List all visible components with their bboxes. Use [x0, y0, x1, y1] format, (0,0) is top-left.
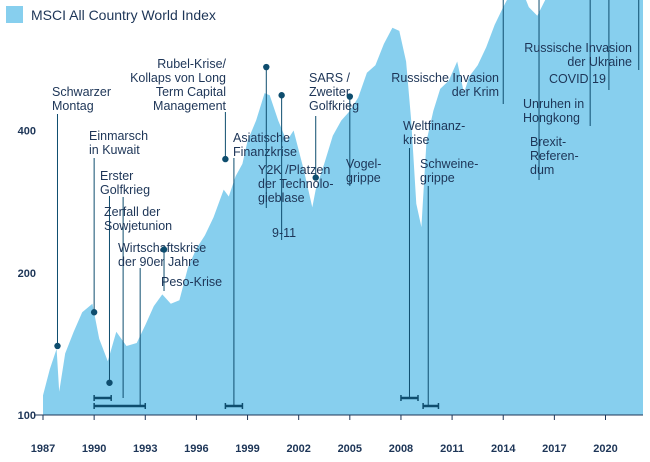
event-annotation: Unruhen in Hongkong [523, 0, 591, 126]
event-marker [54, 342, 61, 350]
x-tick-label: 2011 [440, 443, 464, 455]
event-label: Russische Invasion der Krim [391, 71, 499, 99]
event-marker [312, 174, 319, 181]
event-annotation: Schwarzer Montag [52, 85, 111, 350]
event-marker [160, 246, 168, 253]
msci-series-area [43, 0, 643, 415]
event-label: 9-11 [272, 226, 296, 240]
period-bracket [93, 395, 112, 401]
event-label: Brexit-Referen-dum [530, 135, 579, 177]
event-annotation: Vogel-grippe [346, 93, 381, 186]
event-annotation: Einmarsch in Kuwait [89, 129, 148, 316]
event-label: Russische Invasion der Ukraine [524, 41, 632, 69]
event-label: COVID 19 [549, 72, 606, 86]
event-label: Schwarzer Montag [52, 85, 111, 113]
y-tick-label: 400 [18, 126, 36, 138]
event-annotation: Weltfinanz-krise [403, 119, 465, 398]
legend-label: MSCI All Country World Index [31, 7, 216, 23]
event-annotation: Asiatische Finanzkrise [233, 131, 297, 406]
x-tick-label: 1999 [235, 443, 259, 455]
event-label: Asiatische Finanzkrise [233, 131, 297, 159]
x-tick-label: 1990 [82, 443, 106, 455]
x-tick-label: 2020 [593, 443, 617, 455]
event-label: Einmarsch in Kuwait [89, 129, 148, 157]
event-annotation: Brexit-Referen-dum [530, 0, 579, 180]
legend: MSCI All Country World Index [6, 6, 216, 23]
event-marker [278, 92, 285, 99]
x-tick-label: 2005 [338, 443, 362, 455]
event-annotation: COVID 19 [549, 0, 610, 90]
event-annotation: SARS / Zweiter Golfkrieg [309, 71, 359, 181]
period-bracket [224, 403, 244, 409]
event-marker [346, 93, 354, 100]
event-label: Unruhen in Hongkong [523, 97, 584, 125]
event-annotation: Peso-Krise [160, 246, 222, 291]
event-annotation: Rubel-Krise/Kollaps von Long Term Capital… [130, 57, 229, 163]
x-tick-label: 2002 [286, 443, 310, 455]
event-marker [106, 379, 113, 386]
x-tick-label: 2014 [491, 443, 516, 455]
period-bracket [422, 403, 440, 409]
event-label: SARS / Zweiter Golfkrieg [309, 71, 359, 113]
event-label: Wirtschaftskriseder 90er Jahre [118, 241, 206, 269]
event-marker [222, 155, 229, 163]
period-bracket [400, 395, 419, 401]
event-annotation: Erster Golfkrieg [100, 169, 150, 386]
y-tick-label: 200 [18, 268, 36, 280]
event-annotation: Russische Invasion der Krim [391, 0, 504, 104]
event-label: Peso-Krise [161, 275, 222, 289]
x-tick-label: 1996 [184, 443, 208, 455]
event-label: Zerfall der Sowjetunion [104, 205, 172, 233]
event-label: Weltfinanz-krise [403, 119, 465, 147]
event-annotation: Schweine-grippe [420, 157, 478, 406]
x-tick-label: 1987 [31, 443, 55, 455]
event-annotation: Russische Invasion der Ukraine [524, 0, 640, 70]
x-tick-label: 2008 [389, 443, 413, 455]
event-label: Schweine-grippe [420, 157, 478, 185]
event-marker [263, 63, 270, 71]
event-annotation: 9-11 [272, 92, 296, 240]
event-annotation: Zerfall der Sowjetunion [104, 197, 172, 398]
event-label: Erster Golfkrieg [100, 169, 150, 197]
x-tick-label: 1993 [133, 443, 157, 455]
event-label: Rubel-Krise/Kollaps von Long Term Capital… [130, 57, 226, 113]
legend-swatch [6, 6, 23, 23]
y-tick-label: 100 [18, 410, 36, 422]
x-tick-label: 2017 [542, 443, 566, 455]
event-marker [90, 309, 98, 316]
period-bracket [93, 403, 147, 409]
event-label: Vogel-grippe [346, 157, 381, 185]
